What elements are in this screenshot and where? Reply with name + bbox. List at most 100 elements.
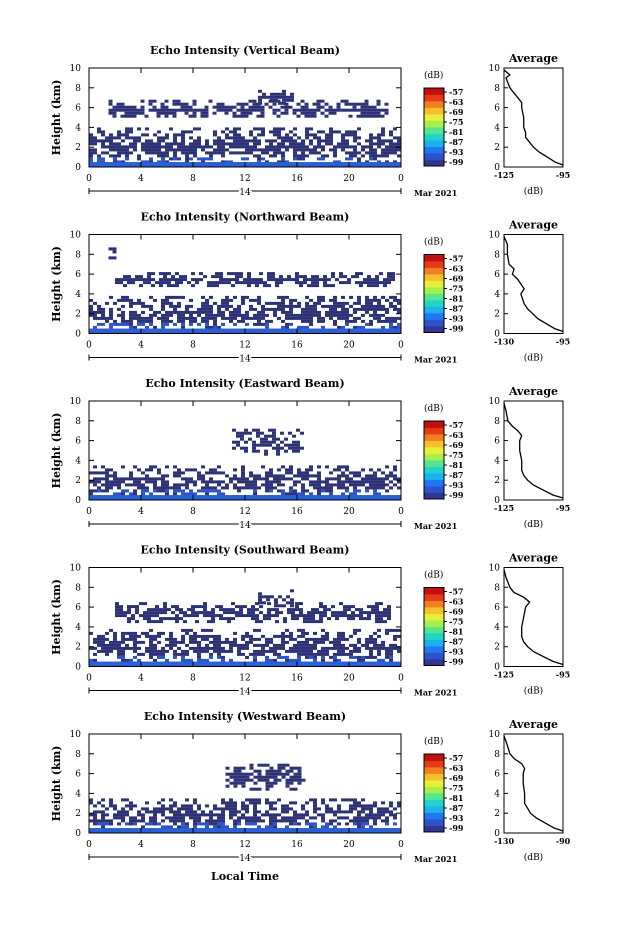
echo-cell (361, 319, 365, 323)
echo-cell (288, 446, 292, 450)
echo-cell (285, 492, 289, 496)
echo-cell (143, 278, 147, 282)
echo-cell (105, 822, 109, 826)
echo-cell (337, 634, 341, 638)
echo-cell (216, 108, 221, 112)
echo-cell (313, 637, 317, 641)
echo-cell (120, 105, 125, 109)
echo-cell (265, 151, 269, 155)
echo-cell (93, 816, 97, 820)
echo-cell (213, 148, 217, 152)
echo-cell (357, 136, 361, 140)
echo-cell (125, 658, 129, 662)
echo-cell (245, 295, 249, 299)
echo-cell (217, 646, 221, 650)
echo-cell (345, 151, 349, 155)
echo-cell (325, 825, 329, 829)
echo-cell (93, 483, 97, 487)
echo-cell (173, 142, 177, 146)
echo-cell (125, 804, 129, 808)
echo-cell (397, 307, 401, 311)
echo-cell (345, 810, 349, 814)
echo-cell (117, 822, 121, 826)
echo-cell (101, 798, 105, 802)
echo-cell (257, 652, 261, 656)
echo-cell (123, 614, 127, 618)
echo-cell (361, 154, 365, 158)
echo-cell (221, 822, 225, 826)
echo-cell (365, 301, 369, 305)
echo-cell (217, 145, 221, 149)
echo-cell (281, 775, 286, 779)
echo-cell (145, 477, 149, 481)
echo-cell (257, 810, 261, 814)
echo-cell (240, 114, 245, 118)
echo-cell (299, 602, 303, 606)
echo-cell (273, 151, 277, 155)
echo-cell (385, 819, 389, 823)
echo-cell (193, 492, 197, 496)
echo-cell (125, 157, 129, 161)
echo-cell (128, 111, 133, 115)
echo-cell (385, 810, 389, 814)
profile-frame (503, 234, 564, 334)
echo-cell (345, 474, 349, 478)
echo-cell (316, 108, 321, 112)
x-tick-label: 0 (398, 507, 404, 517)
echo-cell (109, 148, 113, 152)
echo-cell (121, 658, 125, 662)
echo-cell (329, 130, 333, 134)
echo-cell (117, 643, 121, 647)
echo-cell (387, 281, 391, 285)
echo-cell (262, 95, 266, 99)
echo-cell (377, 307, 381, 311)
echo-cell (157, 471, 161, 475)
echo-cell (385, 151, 389, 155)
echo-cell (252, 105, 257, 109)
echo-cell (277, 136, 281, 140)
echo-cell (109, 640, 113, 644)
echo-cell (305, 295, 309, 299)
echo-cell (365, 804, 369, 808)
echo-cell (221, 298, 225, 302)
echo-cell (201, 822, 205, 826)
echo-cell (164, 105, 169, 109)
echo-cell (369, 468, 373, 472)
colorbar-segment (424, 659, 444, 666)
echo-cell (221, 145, 225, 149)
colorbar-tick-label: -75 (449, 284, 463, 294)
echo-cell (282, 98, 286, 102)
echo-cell (339, 614, 343, 618)
echo-cell (217, 492, 221, 496)
echo-cell (319, 605, 323, 609)
echo-cell (133, 816, 137, 820)
echo-cell (289, 819, 293, 823)
echo-cell (292, 443, 296, 447)
y-tick-label: 0 (75, 663, 81, 673)
x-tick-label: 8 (190, 507, 196, 517)
echo-cell (121, 655, 125, 659)
echo-cell (181, 483, 185, 487)
echo-cell (219, 617, 223, 621)
profile-x-label: (dB) (524, 686, 543, 697)
echo-cell (311, 281, 315, 285)
echo-cell (336, 105, 341, 109)
echo-cell (379, 617, 383, 621)
profile-y-tick-label: 0 (494, 163, 500, 173)
echo-cell (277, 489, 281, 493)
echo-cell (381, 325, 385, 329)
echo-cell (281, 139, 285, 143)
colorbar-tick-label: -81 (449, 627, 463, 637)
echo-cell (341, 480, 345, 484)
echo-cell (257, 157, 261, 161)
echo-cell (277, 148, 281, 152)
echo-cell (119, 614, 123, 618)
echo-cell (211, 617, 215, 621)
echo-cell (265, 658, 269, 662)
echo-cell (113, 154, 117, 158)
echo-cell (313, 631, 317, 635)
echo-cell (369, 483, 373, 487)
echo-cell (143, 617, 147, 621)
echo-cell (119, 605, 123, 609)
echo-cell (240, 434, 244, 438)
